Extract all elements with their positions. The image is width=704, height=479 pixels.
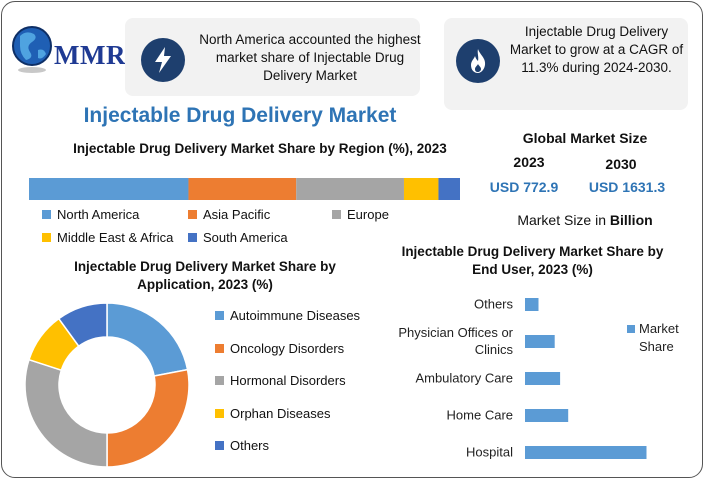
- region-legend-item-south-america: South America: [188, 230, 288, 245]
- market-size-title: Global Market Size: [522, 130, 648, 146]
- donut-slice-others: [57, 302, 108, 348]
- mmr-logo: MMR: [12, 18, 125, 80]
- legend-swatch: [215, 376, 224, 385]
- legend-label: Others: [230, 438, 270, 453]
- end-user-label-line: Home Care: [447, 408, 513, 423]
- legend-label: South America: [203, 230, 288, 245]
- fact-box-cagr: Injectable Drug Delivery Market to grow …: [444, 18, 688, 110]
- logo-text: MMR: [54, 40, 126, 70]
- end-user-bar-hospital: [525, 446, 647, 459]
- end-user-bar-ambulatory-care: [525, 372, 561, 385]
- legend-swatch: [188, 233, 197, 242]
- legend-label: Oncology Disorders: [230, 340, 345, 356]
- application-legend: Autoimmune Diseases Oncology Disorders Hor…: [215, 308, 385, 468]
- end-user-label-physician-offices-or-clinics: Physician Offices or Clinics: [398, 325, 513, 357]
- market-value-2023: USD 772.9: [489, 179, 559, 195]
- region-legend-item-middle-east-africa: Middle East & Africa: [42, 230, 173, 245]
- main-title: Injectable Drug Delivery Market: [83, 104, 397, 127]
- unit-bold: Billion: [609, 212, 653, 228]
- market-size-unit: Market Size in Billion: [490, 212, 680, 228]
- end-user-label-others: Others: [474, 297, 514, 312]
- fact-box-region: North America accounted the highest mark…: [125, 18, 421, 96]
- application-legend-item-oncology-disorders: Oncology Disorders: [215, 341, 344, 356]
- region-segment-north-america: [29, 178, 189, 200]
- legend-swatch: [188, 210, 197, 219]
- application-legend-item-autoimmune-diseases: Autoimmune Diseases: [215, 308, 360, 323]
- end-user-legend-label: Market Share: [639, 321, 679, 354]
- lightning-icon: [155, 47, 171, 73]
- legend-label: Europe: [347, 207, 389, 222]
- application-chart-title: Injectable Drug Delivery Market Share by…: [74, 259, 336, 292]
- end-user-label-line: Physician Offices or: [398, 325, 513, 340]
- region-legend-item-europe: Europe: [332, 207, 389, 222]
- legend-label: Orphan Diseases: [230, 405, 331, 421]
- donut-slice-hormonal-disorders: [24, 358, 108, 468]
- legend-label: North America: [57, 207, 140, 222]
- end-user-label-ambulatory-care: Ambulatory Care: [415, 371, 513, 386]
- region-stacked-bar: [29, 178, 460, 200]
- application-legend-item-others: Others: [215, 438, 269, 453]
- region-segment-asia-pacific: [188, 178, 297, 200]
- end-user-bar-home-care: [525, 409, 569, 422]
- end-user-label-line: Clinics: [475, 342, 514, 357]
- end-user-label-line: Others: [474, 297, 514, 312]
- end-user-label-home-care: Home Care: [447, 408, 513, 423]
- legend-swatch: [215, 343, 224, 353]
- end-user-label-hospital: Hospital: [466, 445, 513, 460]
- end-user-bar-others: [525, 298, 539, 311]
- region-segment-europe: [296, 178, 404, 200]
- region-legend-item-north-america: North America: [42, 207, 139, 222]
- flame-badge: [456, 39, 500, 83]
- end-user-bar-chart: Others Physician Offices or Clinics Ambulat…: [398, 297, 679, 460]
- donut-slice-autoimmune-diseases: [106, 302, 189, 377]
- region-segment-south-america: [438, 178, 460, 200]
- unit-prefix: Market Size in: [517, 212, 610, 228]
- legend-label: Asia Pacific: [203, 207, 271, 222]
- region-chart-title: Injectable Drug Delivery Market Share by…: [73, 141, 447, 156]
- end-user-label-line: Hospital: [466, 445, 513, 460]
- end-user-label-line: Ambulatory Care: [415, 371, 513, 386]
- legend-swatch: [332, 210, 341, 219]
- region-segment-middle-east-africa: [403, 178, 439, 200]
- region-legend-item-asia-pacific: Asia Pacific: [188, 207, 270, 222]
- end-user-legend-line: Share: [639, 339, 674, 354]
- application-legend-item-hormonal-disorders: Hormonal Disorders: [215, 373, 346, 388]
- market-value-2030: USD 1631.3: [588, 179, 666, 195]
- market-year-2023: 2023: [513, 154, 545, 170]
- lightning-badge: [141, 38, 185, 82]
- globe-icon: [12, 26, 52, 73]
- fact-text-region: North America accounted the highest mark…: [199, 32, 421, 83]
- market-year-2030: 2030: [605, 156, 637, 172]
- end-user-legend-line: Market: [639, 321, 679, 336]
- application-donut-chart: [24, 302, 190, 468]
- legend-swatch: [42, 210, 51, 219]
- legend-label: Hormonal Disorders: [230, 373, 346, 388]
- end-user-legend-swatch: [627, 325, 635, 333]
- application-legend-item-orphan-diseases: Orphan Diseases: [215, 406, 330, 421]
- legend-swatch: [215, 441, 224, 450]
- legend-label: Middle East & Africa: [57, 230, 174, 245]
- end-user-bar-physician-offices-or-clinics: [525, 335, 555, 348]
- region-legend: North America Asia Pacific Europe Middle Ea…: [42, 207, 462, 251]
- legend-swatch: [215, 408, 224, 418]
- end-user-chart-title: Injectable Drug Delivery Market Share by…: [401, 244, 664, 277]
- fact-text-cagr: Injectable Drug Delivery Market to grow …: [509, 24, 684, 75]
- flame-icon: [471, 49, 486, 73]
- legend-label: Autoimmune Diseases: [230, 308, 361, 323]
- legend-swatch: [215, 311, 224, 320]
- donut-slice-oncology-disorders: [106, 368, 190, 468]
- legend-swatch: [42, 233, 51, 242]
